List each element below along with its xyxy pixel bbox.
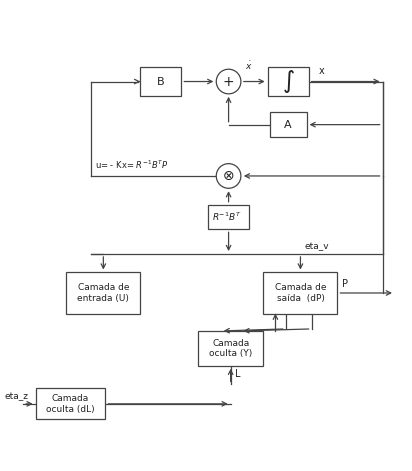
Bar bbox=[35, 389, 105, 419]
Text: A: A bbox=[284, 120, 292, 130]
Text: Camada de
saída  (dP): Camada de saída (dP) bbox=[275, 283, 326, 303]
Bar bbox=[264, 272, 337, 314]
Text: B: B bbox=[157, 76, 165, 87]
Text: x: x bbox=[319, 66, 325, 76]
Bar bbox=[198, 331, 264, 366]
Bar bbox=[140, 67, 181, 96]
Text: $\dot{x}$: $\dot{x}$ bbox=[245, 60, 253, 72]
Text: Camada
oculta (dL): Camada oculta (dL) bbox=[46, 394, 95, 414]
Text: eta_v: eta_v bbox=[304, 242, 329, 251]
Text: L: L bbox=[235, 369, 240, 379]
Text: $R^{-1}B^T$: $R^{-1}B^T$ bbox=[212, 211, 241, 223]
Text: u= - Kx= $R^{-1}B^{T}P$: u= - Kx= $R^{-1}B^{T}P$ bbox=[95, 158, 169, 171]
Text: Camada
oculta (Y): Camada oculta (Y) bbox=[209, 339, 252, 358]
Circle shape bbox=[216, 163, 241, 188]
Circle shape bbox=[216, 69, 241, 94]
Bar bbox=[269, 112, 307, 137]
Bar bbox=[208, 205, 249, 229]
Text: eta_z: eta_z bbox=[5, 392, 29, 401]
Text: P: P bbox=[342, 279, 347, 289]
Text: Camada de
entrada (U): Camada de entrada (U) bbox=[77, 283, 129, 303]
Text: +: + bbox=[223, 74, 234, 89]
Text: $\otimes$: $\otimes$ bbox=[222, 169, 235, 183]
Bar bbox=[267, 67, 309, 96]
Text: $\int$: $\int$ bbox=[282, 68, 295, 95]
Bar bbox=[66, 272, 140, 314]
